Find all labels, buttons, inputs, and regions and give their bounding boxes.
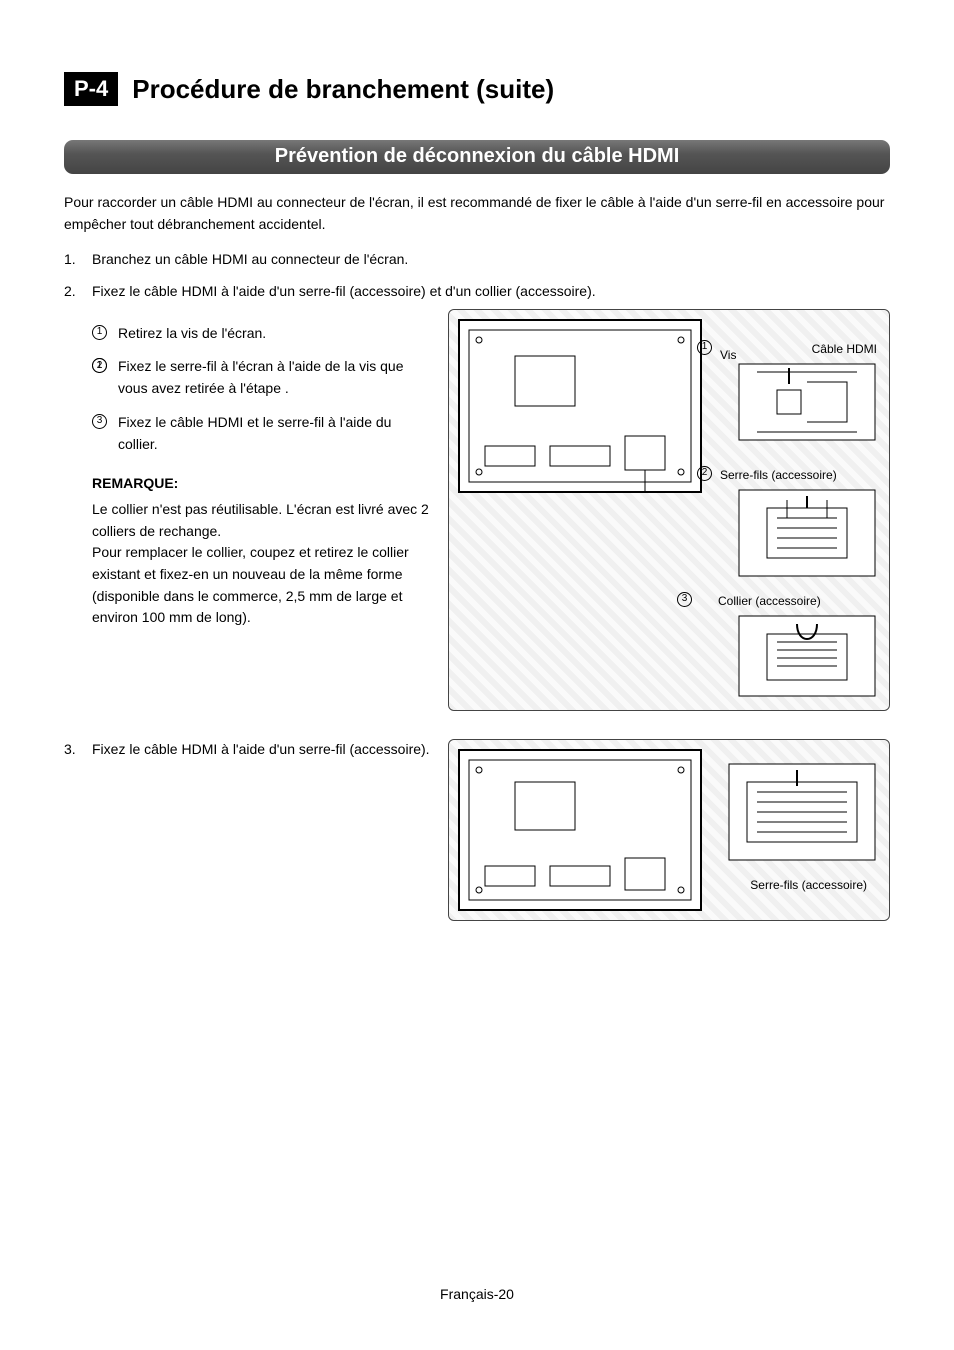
diagram-2-content: Serre-fils (accessoire) — [449, 740, 889, 920]
title-row: P-4 Procédure de branchement (suite) — [64, 72, 890, 106]
substeps-list: 1 Retirez la vis de l'écran. 2 Fixez le … — [92, 323, 430, 455]
diagram-2-box: Serre-fils (accessoire) — [448, 739, 890, 921]
step-2-text: Fixez le câble HDMI à l'aide d'un serre-… — [92, 283, 596, 299]
diagram-1-detail-1-icon — [737, 362, 877, 442]
diagram-1-main-svg-icon — [455, 316, 705, 496]
section-badge: P-4 — [64, 72, 118, 106]
substep-2: 2 Fixez le serre-fil à l'écran à l'aide … — [92, 356, 430, 399]
remarque-body: Le collier n'est pas réutilisable. L'écr… — [92, 499, 430, 629]
substep-3: 3 Fixez le câble HDMI et le serre-fil à … — [92, 412, 430, 455]
substep-2-text-pre: Fixez le serre-fil à l'écran à l'aide de… — [118, 358, 403, 396]
callout-circled-1-icon: 1 — [697, 340, 712, 355]
diagram-2-main-svg-icon — [455, 746, 705, 914]
step-3-text: Fixez le câble HDMI à l'aide d'un serre-… — [92, 741, 430, 757]
diagram-1-content: 1 Vis Câble HDMI — [449, 310, 889, 710]
step-2-row: 1 Retirez la vis de l'écran. 2 Fixez le … — [92, 309, 890, 711]
section-heading-bar: Prévention de déconnexion du câble HDMI — [64, 140, 890, 174]
step-1-text: Branchez un câble HDMI au connecteur de … — [92, 251, 408, 267]
diagram-1-detail-3-icon — [737, 614, 877, 698]
step-3: Fixez le câble HDMI à l'aide d'un serre-… — [64, 739, 890, 921]
substep-1-text: Retirez la vis de l'écran. — [118, 325, 266, 341]
step-3-row: Fixez le câble HDMI à l'aide d'un serre-… — [92, 739, 890, 921]
step-3-leftcol: Fixez le câble HDMI à l'aide d'un serre-… — [92, 739, 430, 921]
diagram-1-callout-2: 2 Serre-fils (accessoire) — [697, 466, 877, 485]
diagram-1-box: 1 Vis Câble HDMI — [448, 309, 890, 711]
remarque-heading: REMARQUE: — [92, 473, 430, 495]
circled-3-icon: 3 — [92, 414, 107, 429]
callout-serre-label: Serre-fils (accessoire) — [720, 466, 837, 485]
diagram-2-serre-label: Serre-fils (accessoire) — [750, 876, 867, 895]
step-1: Branchez un câble HDMI au connecteur de … — [64, 249, 890, 271]
diagram-2-detail-icon — [727, 762, 877, 862]
step-2: Fixez le câble HDMI à l'aide d'un serre-… — [64, 281, 890, 711]
callout-collier-label: Collier (accessoire) — [718, 592, 821, 611]
substep-2-text-post: . — [285, 380, 289, 396]
diagram-1-detail-2-icon — [737, 488, 877, 578]
step-2-leftcol: 1 Retirez la vis de l'écran. 2 Fixez le … — [92, 309, 430, 711]
step-3-diagram-col: Serre-fils (accessoire) — [448, 739, 890, 921]
circled-1-icon: 1 — [92, 325, 107, 340]
substep-3-text: Fixez le câble HDMI et le serre-fil à l'… — [118, 414, 391, 452]
callout-circled-3-icon: 3 — [677, 592, 692, 607]
circled-1-inline-icon: 1 — [92, 358, 107, 373]
steps-list: Branchez un câble HDMI au connecteur de … — [64, 249, 890, 920]
callout-circled-2-icon: 2 — [697, 466, 712, 481]
substep-1: 1 Retirez la vis de l'écran. — [92, 323, 430, 345]
step-2-diagram-col: 1 Vis Câble HDMI — [448, 309, 890, 711]
diagram-1-callout-1: 1 Vis Câble HDMI — [697, 340, 877, 365]
page-title: Procédure de branchement (suite) — [132, 74, 554, 105]
body-text: Pour raccorder un câble HDMI au connecte… — [64, 192, 890, 921]
intro-paragraph: Pour raccorder un câble HDMI au connecte… — [64, 192, 890, 235]
page: P-4 Procédure de branchement (suite) Pré… — [0, 0, 954, 1350]
callout-cable-label: Câble HDMI — [812, 340, 877, 359]
page-footer: Français-20 — [0, 1286, 954, 1302]
diagram-1-callout-3: 3 Collier (accessoire) — [677, 592, 877, 611]
callout-vis-label: Vis — [720, 346, 736, 365]
